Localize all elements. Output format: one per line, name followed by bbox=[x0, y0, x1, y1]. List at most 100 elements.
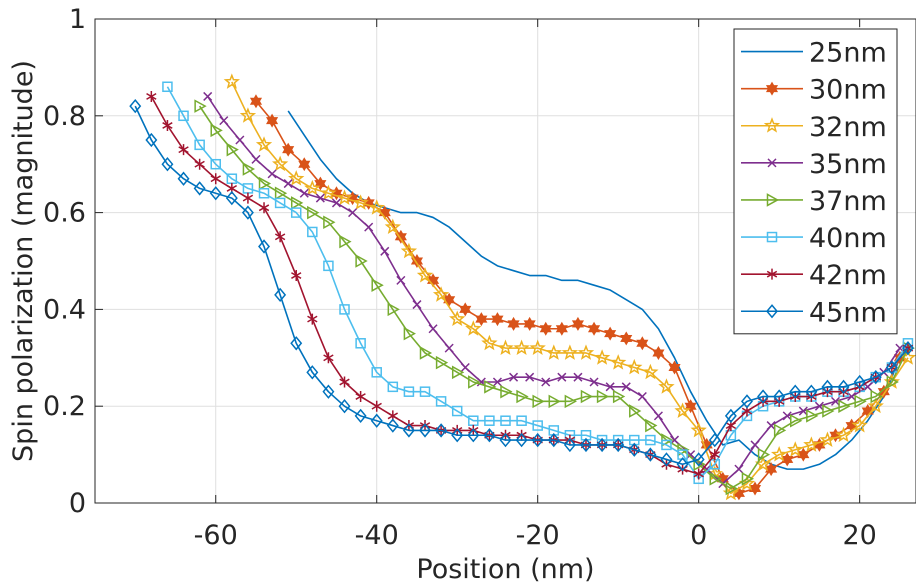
data-point-35nm bbox=[573, 372, 583, 382]
data-point-42nm bbox=[355, 391, 366, 403]
data-point-35nm bbox=[509, 372, 519, 382]
x-tick-label: -20 bbox=[516, 520, 560, 551]
data-point-45nm bbox=[757, 389, 770, 404]
data-point-45nm bbox=[531, 432, 544, 448]
data-point-37nm bbox=[806, 409, 819, 423]
data-point-42nm bbox=[162, 119, 173, 131]
data-point-35nm bbox=[331, 198, 342, 208]
data-point-37nm bbox=[307, 205, 320, 220]
data-point-35nm bbox=[380, 246, 390, 256]
legend-item-32nm: 32nm bbox=[741, 112, 887, 143]
data-point-45nm bbox=[177, 171, 190, 186]
data-point-35nm bbox=[267, 169, 277, 179]
legend-swatch-marker bbox=[765, 81, 779, 96]
data-point-45nm bbox=[805, 384, 818, 399]
data-point-37nm bbox=[242, 162, 255, 176]
data-point-30nm bbox=[475, 312, 488, 327]
x-axis-label: Position (nm) bbox=[416, 554, 594, 584]
legend-swatch-marker bbox=[766, 268, 778, 280]
data-point-35nm bbox=[412, 300, 422, 310]
x-tick-label: -40 bbox=[355, 520, 399, 551]
data-point-45nm bbox=[628, 442, 641, 457]
data-point-32nm bbox=[899, 349, 916, 365]
data-point-32nm bbox=[771, 446, 788, 462]
data-point-35nm bbox=[348, 208, 358, 218]
data-point-35nm bbox=[235, 135, 245, 145]
legend-item-25nm: 25nm bbox=[741, 38, 887, 69]
data-point-32nm bbox=[449, 310, 466, 327]
legend-label: 35nm bbox=[809, 149, 887, 180]
data-point-37nm bbox=[838, 399, 851, 413]
data-point-37nm bbox=[757, 447, 771, 462]
data-point-35nm bbox=[653, 411, 663, 421]
data-point-32nm bbox=[626, 358, 643, 375]
data-point-45nm bbox=[145, 132, 158, 148]
data-point-30nm bbox=[571, 316, 584, 331]
data-point-30nm bbox=[604, 326, 617, 341]
data-point-37nm bbox=[435, 355, 449, 370]
data-point-42nm bbox=[178, 144, 189, 156]
data-point-30nm bbox=[459, 302, 472, 317]
data-point-35nm bbox=[299, 188, 309, 198]
data-point-32nm bbox=[642, 363, 659, 380]
data-point-45nm bbox=[692, 452, 705, 467]
data-point-30nm bbox=[282, 142, 295, 157]
data-point-30nm bbox=[652, 345, 665, 360]
data-point-37nm bbox=[355, 254, 368, 268]
ticks: -60 -40 -20 0 20 0 0.2 0.4 0.6 0.8 1 bbox=[43, 4, 877, 551]
legend-label: 37nm bbox=[809, 186, 887, 217]
data-point-40nm bbox=[419, 386, 431, 397]
data-point-37nm bbox=[500, 384, 513, 399]
data-point-40nm bbox=[258, 187, 270, 199]
data-point-32nm bbox=[352, 194, 369, 210]
data-point-30nm bbox=[620, 331, 633, 346]
data-point-35nm bbox=[283, 179, 293, 189]
data-point-40nm bbox=[323, 260, 334, 272]
data-point-32nm bbox=[835, 426, 852, 443]
data-point-35nm bbox=[847, 391, 857, 402]
data-point-35nm bbox=[492, 377, 502, 387]
legend-label: 45nm bbox=[809, 297, 887, 328]
legend-item-42nm: 42nm bbox=[741, 260, 887, 291]
data-point-35nm bbox=[315, 193, 325, 203]
data-point-45nm bbox=[274, 287, 287, 303]
data-point-45nm bbox=[853, 374, 866, 390]
data-point-45nm bbox=[306, 365, 319, 380]
data-point-37nm bbox=[580, 389, 594, 404]
data-point-37nm bbox=[822, 404, 835, 418]
x-tick-label: -60 bbox=[194, 520, 238, 551]
data-point-45nm bbox=[161, 157, 174, 172]
data-point-45nm bbox=[773, 389, 786, 404]
data-point-32nm bbox=[561, 344, 579, 360]
data-point-40nm bbox=[307, 226, 318, 238]
data-point-35nm bbox=[589, 377, 599, 387]
legend-item-45nm: 45nm bbox=[741, 297, 887, 328]
data-point-45nm bbox=[338, 399, 351, 414]
data-point-37nm bbox=[532, 394, 545, 409]
data-point-32nm bbox=[239, 107, 257, 123]
data-point-37nm bbox=[419, 346, 433, 360]
data-point-30nm bbox=[587, 321, 601, 336]
data-point-40nm bbox=[194, 139, 205, 151]
series-line-45nm bbox=[134, 105, 909, 466]
data-point-37nm bbox=[773, 423, 787, 438]
legend-swatch-marker bbox=[766, 231, 778, 243]
data-point-37nm bbox=[612, 389, 626, 404]
y-tick-label: 1 bbox=[69, 4, 86, 35]
data-point-37nm bbox=[516, 389, 529, 404]
data-point-30nm bbox=[266, 113, 279, 128]
data-point-42nm bbox=[709, 449, 720, 461]
data-point-45nm bbox=[419, 423, 431, 438]
data-point-30nm bbox=[539, 321, 552, 336]
data-point-45nm bbox=[515, 432, 528, 448]
data-point-35nm bbox=[460, 362, 470, 373]
data-point-35nm bbox=[251, 154, 261, 164]
data-point-30nm bbox=[298, 157, 311, 172]
data-point-37nm bbox=[854, 394, 867, 409]
data-point-45nm bbox=[322, 384, 335, 399]
data-point-30nm bbox=[491, 312, 504, 327]
data-point-30nm bbox=[636, 336, 649, 351]
data-point-42nm bbox=[242, 192, 254, 204]
data-point-42nm bbox=[371, 400, 382, 412]
